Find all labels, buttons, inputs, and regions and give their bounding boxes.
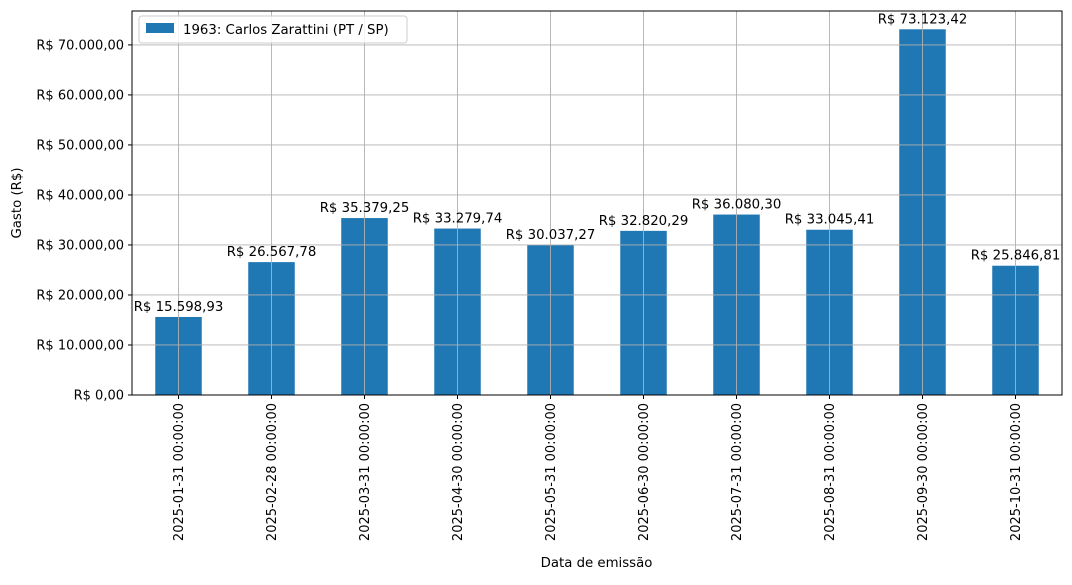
data-label: R$ 15.598,93 bbox=[134, 300, 224, 315]
data-label: R$ 30.037,27 bbox=[506, 228, 596, 243]
plot-border bbox=[131, 10, 1063, 396]
data-label: R$ 32.820,29 bbox=[599, 214, 689, 229]
y-axis-label: Gasto (R$) bbox=[10, 167, 25, 238]
x-axis-ticks: 2025-01-31 00:00:00 2025-02-28 00:00:00 20… bbox=[172, 395, 1024, 541]
legend-label: 1963: Carlos Zarattini (PT / SP) bbox=[183, 23, 389, 38]
data-label: R$ 33.045,41 bbox=[785, 213, 875, 228]
legend: 1963: Carlos Zarattini (PT / SP) bbox=[138, 15, 408, 44]
y-axis-ticks: R$ 0,00 R$ 10.000,00 R$ 20.000,00 R$ 30.000… bbox=[36, 38, 132, 404]
y-tick-label: R$ 60.000,00 bbox=[36, 88, 124, 103]
x-tick-label: 2025-09-30 00:00:00 bbox=[916, 403, 931, 541]
x-tick-label: 2025-02-28 00:00:00 bbox=[265, 403, 280, 541]
y-tick-label: R$ 30.000,00 bbox=[36, 238, 124, 253]
bars bbox=[155, 29, 1039, 396]
x-axis-label: Data de emissão bbox=[541, 556, 653, 571]
legend-swatch bbox=[146, 23, 174, 33]
x-tick-label: 2025-05-31 00:00:00 bbox=[544, 403, 559, 541]
grid bbox=[132, 11, 1062, 396]
x-tick-label: 2025-04-30 00:00:00 bbox=[451, 403, 466, 541]
data-label: R$ 35.379,25 bbox=[320, 201, 410, 216]
x-tick-label: 2025-10-31 00:00:00 bbox=[1009, 403, 1024, 541]
data-labels: R$ 15.598,93R$ 26.567,78R$ 35.379,25R$ 3… bbox=[134, 12, 1061, 315]
data-label: R$ 25.846,81 bbox=[971, 249, 1061, 264]
data-label: R$ 36.080,30 bbox=[692, 198, 782, 213]
x-tick-label: 2025-08-31 00:00:00 bbox=[823, 403, 838, 541]
x-tick-label: 2025-03-31 00:00:00 bbox=[358, 403, 373, 541]
plot-frame bbox=[131, 10, 1063, 396]
x-tick-label: 2025-06-30 00:00:00 bbox=[637, 403, 652, 541]
y-tick-label: R$ 20.000,00 bbox=[36, 288, 124, 303]
y-tick-label: R$ 70.000,00 bbox=[36, 38, 124, 53]
y-tick-label: R$ 0,00 bbox=[74, 389, 124, 404]
y-tick-label: R$ 40.000,00 bbox=[36, 188, 124, 203]
y-tick-label: R$ 50.000,00 bbox=[36, 138, 124, 153]
x-tick-label: 2025-01-31 00:00:00 bbox=[172, 403, 187, 541]
y-tick-label: R$ 10.000,00 bbox=[36, 338, 124, 353]
x-tick-label: 2025-07-31 00:00:00 bbox=[730, 403, 745, 541]
data-label: R$ 33.279,74 bbox=[413, 212, 503, 227]
data-label: R$ 26.567,78 bbox=[227, 245, 317, 260]
legend-box bbox=[138, 15, 408, 44]
data-label: R$ 73.123,42 bbox=[878, 12, 968, 27]
